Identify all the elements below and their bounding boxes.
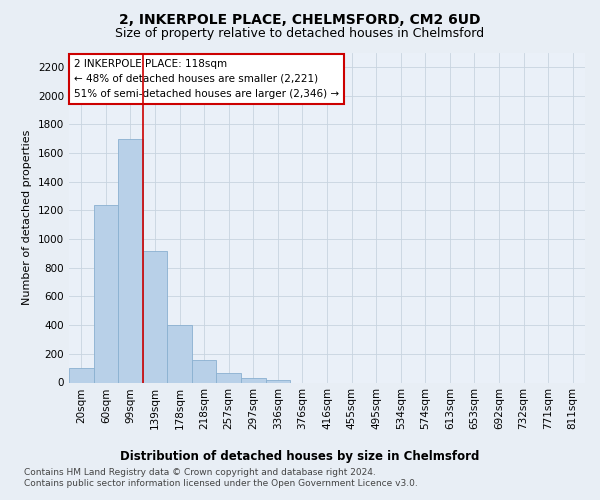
Text: Size of property relative to detached houses in Chelmsford: Size of property relative to detached ho…	[115, 28, 485, 40]
Bar	[266, 380, 290, 382]
Bar	[143, 250, 167, 382]
Text: Contains HM Land Registry data © Crown copyright and database right 2024.
Contai: Contains HM Land Registry data © Crown c…	[24, 468, 418, 487]
Text: Distribution of detached houses by size in Chelmsford: Distribution of detached houses by size …	[121, 450, 479, 463]
Bar	[118, 138, 143, 382]
Text: 2, INKERPOLE PLACE, CHELMSFORD, CM2 6UD: 2, INKERPOLE PLACE, CHELMSFORD, CM2 6UD	[119, 12, 481, 26]
Bar	[217, 373, 241, 382]
Bar	[69, 368, 94, 382]
Bar	[167, 325, 192, 382]
Bar	[192, 360, 217, 382]
Y-axis label: Number of detached properties: Number of detached properties	[22, 130, 32, 305]
Bar	[94, 204, 118, 382]
Bar	[241, 378, 266, 382]
Text: 2 INKERPOLE PLACE: 118sqm
← 48% of detached houses are smaller (2,221)
51% of se: 2 INKERPOLE PLACE: 118sqm ← 48% of detac…	[74, 59, 339, 98]
